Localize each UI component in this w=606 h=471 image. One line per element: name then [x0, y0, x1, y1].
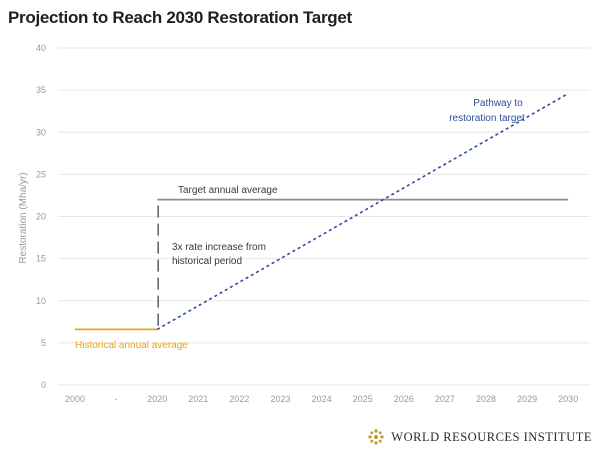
y-tick-label: 20 — [36, 212, 46, 222]
y-tick-label: 30 — [36, 127, 46, 137]
y-tick-label: 25 — [36, 169, 46, 179]
x-tick-label: 2023 — [270, 394, 290, 404]
x-axis-ticks: 2000 - 2020 2021 2022 2023 2024 2025 2026 2027 202… — [65, 394, 578, 404]
historical-annotation: Historical annual average — [75, 340, 188, 351]
x-tick-label: 2026 — [394, 394, 414, 404]
x-tick-label: 2030 — [558, 394, 578, 404]
series-group — [75, 92, 569, 331]
target-annotation: Target annual average — [178, 185, 278, 196]
pathway-line — [156, 92, 569, 331]
organization-name: WORLD RESOURCES INSTITUTE — [391, 429, 592, 444]
x-tick-label: 2000 — [65, 394, 85, 404]
x-tick-label: 2029 — [517, 394, 537, 404]
y-tick-label: 10 — [36, 296, 46, 306]
pathway-annotation-line1: Pathway to — [473, 98, 523, 109]
footer-logo: WORLD RESOURCES INSTITUTE — [367, 428, 592, 446]
wri-logo-icon — [368, 429, 384, 445]
x-tick-label: - — [115, 394, 118, 404]
chart-title: Projection to Reach 2030 Restoration Tar… — [8, 8, 352, 27]
y-tick-label: 5 — [41, 338, 46, 348]
increase-annotation-line2: historical period — [172, 256, 242, 267]
x-tick-label: 2025 — [353, 394, 373, 404]
x-tick-label: 2024 — [312, 394, 332, 404]
x-tick-label: 2028 — [476, 394, 496, 404]
y-axis-label: Restoration (Mha/yr) — [18, 172, 29, 263]
increase-annotation-line1: 3x rate increase from — [172, 242, 266, 253]
y-tick-label: 40 — [36, 43, 46, 53]
x-tick-label: 2022 — [229, 394, 249, 404]
y-tick-label: 0 — [41, 380, 46, 390]
pathway-annotation-line2: restoration target — [449, 113, 525, 124]
x-tick-label: 2021 — [188, 394, 208, 404]
x-tick-label: 2020 — [147, 394, 167, 404]
x-tick-label: 2027 — [435, 394, 455, 404]
y-axis-ticks: 0 5 10 15 20 25 30 35 40 — [36, 43, 46, 390]
y-tick-label: 35 — [36, 85, 46, 95]
y-tick-label: 15 — [36, 254, 46, 264]
